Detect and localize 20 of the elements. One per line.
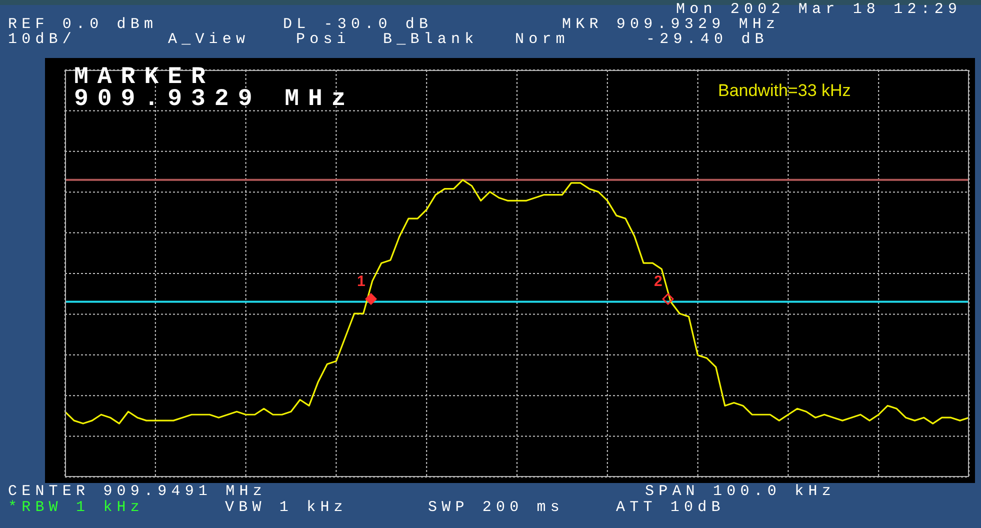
text: B_Blank [383, 31, 478, 48]
text: -29.40 dB [646, 31, 768, 48]
text: REF 0.0 dBm [8, 16, 158, 33]
text: Norm [515, 31, 570, 48]
text: SWP 200 ms [428, 499, 564, 516]
text: A_View [168, 31, 250, 48]
text: *RBW 1 kHz [8, 499, 144, 516]
annotation: 1 [357, 273, 366, 290]
annotation: 2 [654, 273, 662, 290]
text: DL -30.0 dB [283, 16, 433, 33]
text: 909.9329 MHz [74, 86, 355, 113]
text: ATT 10dB [616, 499, 725, 516]
text: VBW 1 kHz [225, 499, 348, 516]
text: MKR 909.9329 MHz [562, 16, 780, 33]
text: Posi [296, 31, 350, 48]
text: Mon 2002 Mar 18 12:29 [676, 1, 962, 18]
text: SPAN 100.0 kHz [645, 483, 836, 500]
text: Bandwith=33 kHz [718, 81, 851, 100]
text: 10dB/ [8, 31, 76, 48]
text: CENTER 909.9491 MHz [8, 483, 266, 500]
